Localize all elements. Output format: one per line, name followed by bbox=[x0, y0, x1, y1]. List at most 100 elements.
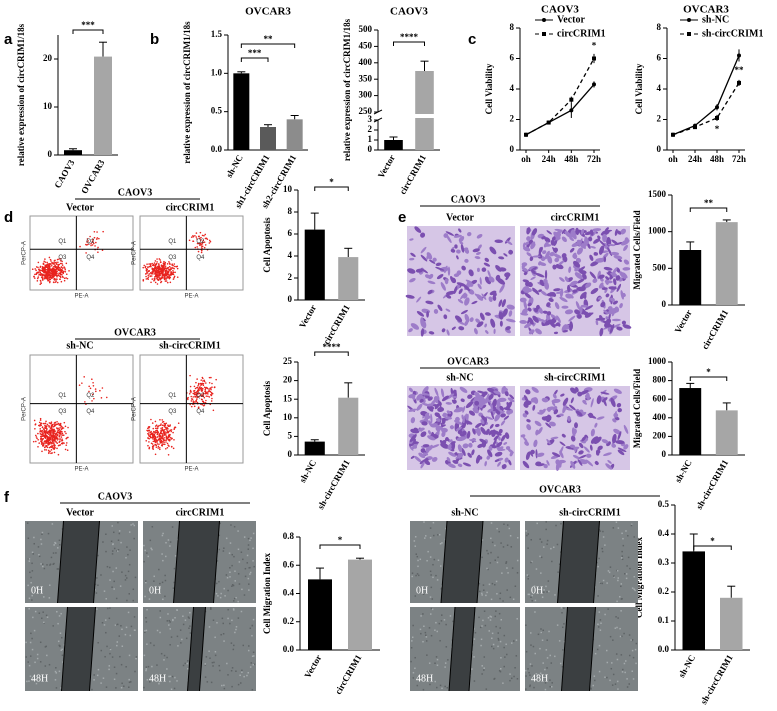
texture bbox=[38, 546, 40, 548]
texture bbox=[29, 558, 31, 560]
texture bbox=[97, 675, 99, 677]
y-tick-label: 500 bbox=[653, 262, 667, 272]
texture bbox=[481, 639, 483, 641]
texture bbox=[129, 531, 131, 533]
panel-label: b bbox=[150, 31, 159, 48]
texture bbox=[168, 539, 170, 541]
texture bbox=[215, 655, 217, 657]
significance-label: ** bbox=[704, 198, 714, 208]
texture bbox=[415, 545, 417, 547]
texture bbox=[244, 536, 246, 538]
flow-event bbox=[162, 430, 164, 432]
texture bbox=[188, 627, 190, 629]
legend-marker bbox=[687, 18, 691, 22]
texture bbox=[147, 679, 149, 681]
texture bbox=[233, 645, 235, 647]
flow-event bbox=[210, 387, 212, 389]
texture bbox=[491, 638, 493, 640]
texture bbox=[413, 672, 415, 674]
flow-event bbox=[46, 431, 48, 433]
flow-event bbox=[159, 449, 161, 451]
texture bbox=[213, 619, 215, 621]
flow-event bbox=[143, 265, 145, 267]
texture bbox=[212, 662, 214, 664]
texture bbox=[216, 622, 218, 624]
texture bbox=[616, 521, 618, 523]
flow-event bbox=[59, 435, 61, 437]
texture bbox=[231, 565, 233, 567]
texture bbox=[600, 619, 602, 621]
flow-event bbox=[167, 273, 169, 275]
texture bbox=[108, 669, 110, 671]
texture bbox=[109, 653, 111, 655]
flow-event bbox=[173, 439, 175, 441]
bar bbox=[305, 442, 325, 455]
texture bbox=[511, 678, 512, 680]
texture bbox=[144, 550, 146, 552]
texture bbox=[121, 571, 123, 573]
flow-event bbox=[35, 423, 37, 425]
marker bbox=[737, 53, 741, 57]
flow-event bbox=[172, 270, 174, 272]
flow-event bbox=[34, 277, 36, 279]
flow-event bbox=[49, 277, 51, 279]
legend-marker bbox=[542, 32, 546, 36]
texture bbox=[498, 639, 500, 641]
texture bbox=[430, 537, 432, 539]
time-label: 0H bbox=[31, 585, 43, 596]
flow-event bbox=[49, 279, 51, 281]
texture bbox=[238, 549, 240, 551]
texture bbox=[218, 665, 220, 667]
y-tick-label: 0 bbox=[368, 144, 373, 154]
flow-event bbox=[194, 247, 196, 249]
texture bbox=[27, 661, 29, 663]
flow-event bbox=[34, 274, 36, 276]
texture bbox=[143, 561, 145, 563]
flow-event bbox=[51, 449, 53, 451]
texture bbox=[525, 624, 527, 626]
texture bbox=[423, 689, 425, 691]
group-label: sh-NC bbox=[451, 507, 478, 518]
texture bbox=[630, 639, 632, 641]
flow-event bbox=[106, 397, 108, 399]
flow-event bbox=[154, 266, 156, 268]
flow-event bbox=[202, 378, 204, 380]
y-tick-label: 4 bbox=[288, 250, 293, 260]
flow-event bbox=[156, 427, 158, 429]
flow-event bbox=[56, 275, 58, 277]
flow-event bbox=[48, 441, 50, 443]
texture bbox=[490, 562, 492, 564]
texture bbox=[506, 567, 508, 569]
flow-event bbox=[158, 258, 160, 260]
texture bbox=[489, 584, 491, 586]
texture bbox=[129, 564, 131, 566]
y-tick-label: 0 bbox=[662, 449, 667, 459]
flow-event bbox=[150, 265, 152, 267]
flow-event bbox=[54, 452, 56, 454]
texture bbox=[562, 627, 564, 629]
texture bbox=[525, 530, 527, 532]
texture bbox=[527, 668, 529, 670]
texture bbox=[633, 588, 635, 590]
flow-event bbox=[189, 239, 191, 241]
texture bbox=[503, 647, 505, 649]
texture bbox=[46, 615, 48, 617]
flow-event bbox=[40, 280, 42, 282]
flow-event bbox=[209, 396, 211, 398]
texture bbox=[529, 685, 531, 687]
flow-event bbox=[167, 428, 169, 430]
texture bbox=[208, 650, 210, 652]
texture bbox=[557, 624, 559, 626]
texture bbox=[181, 639, 183, 641]
texture bbox=[171, 636, 173, 638]
y-tick-label: 10 bbox=[283, 412, 293, 422]
texture bbox=[249, 540, 251, 542]
flow-event bbox=[167, 424, 169, 426]
y-tick-label: 450 bbox=[359, 40, 373, 50]
flow-event bbox=[172, 272, 174, 274]
texture bbox=[211, 682, 213, 684]
texture bbox=[113, 532, 115, 534]
flow-event bbox=[36, 436, 38, 438]
flow-event bbox=[176, 266, 178, 268]
legend-label: Vector bbox=[557, 14, 586, 25]
